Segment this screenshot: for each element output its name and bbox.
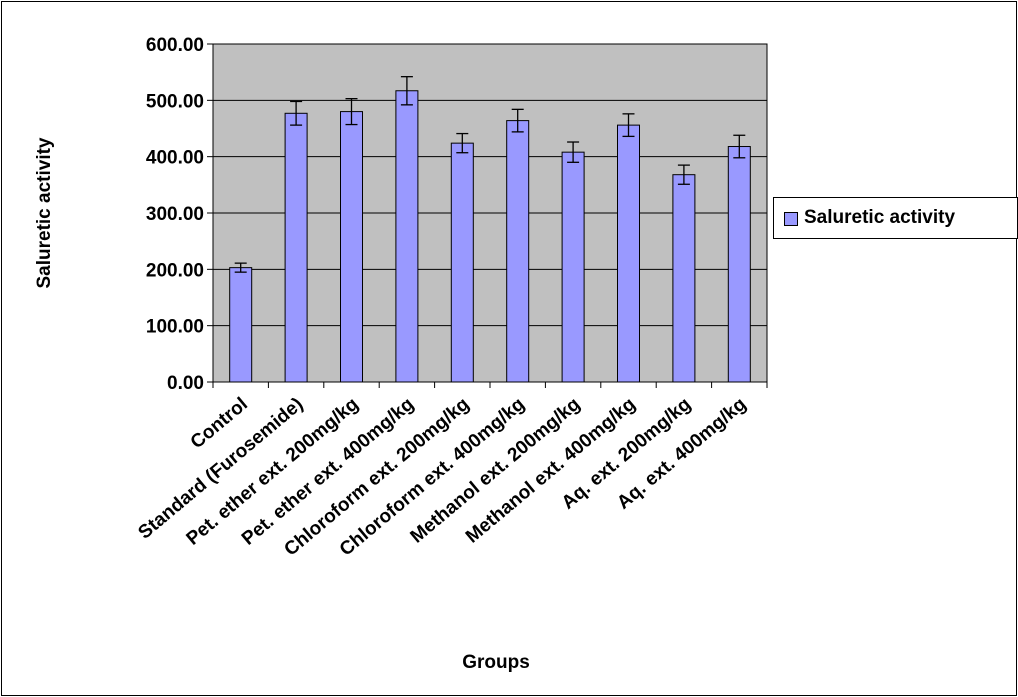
- axes: [207, 43, 768, 388]
- y-tick-label: 600.00: [146, 35, 204, 56]
- bar: [284, 112, 308, 383]
- y-tick-label: 500.00: [146, 91, 204, 112]
- y-tick-labels: 0.00 100.00 200.00 300.00 400.00 500.00 600.00: [146, 35, 204, 394]
- y-axis-title: Saluretic activity: [34, 137, 55, 288]
- bar: [672, 174, 696, 383]
- bar: [340, 111, 363, 383]
- bar: [450, 142, 474, 383]
- y-tick-label: 400.00: [146, 148, 204, 169]
- bars: [229, 90, 751, 383]
- legend-swatch: [784, 212, 798, 226]
- bar: [506, 120, 530, 383]
- bar: [395, 90, 419, 383]
- bar: [229, 267, 253, 383]
- error-bars: [234, 76, 746, 273]
- x-axis-title: Groups: [462, 652, 530, 673]
- y-tick-label: 100.00: [146, 317, 204, 338]
- bar: [561, 151, 585, 383]
- bar: [727, 146, 751, 383]
- legend-label: Saluretic activity: [804, 207, 956, 228]
- legend: Saluretic activity: [773, 197, 1018, 239]
- y-tick-label: 300.00: [146, 204, 204, 225]
- y-tick-label: 0.00: [167, 373, 204, 394]
- bar: [617, 124, 640, 383]
- y-tick-label: 200.00: [146, 260, 204, 281]
